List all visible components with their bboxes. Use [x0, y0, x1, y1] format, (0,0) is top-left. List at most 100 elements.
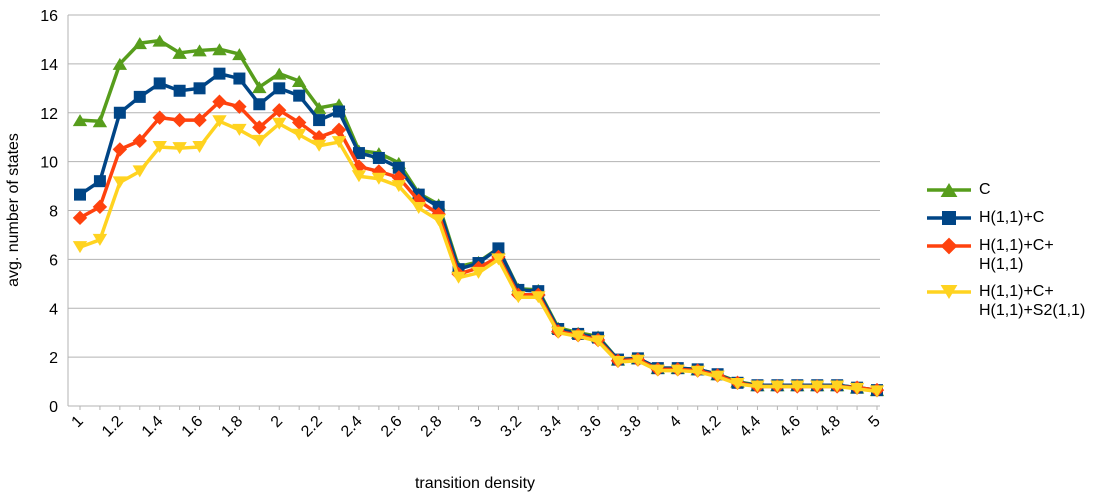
- legend-label: H(1,1)+C+ H(1,1)+S2(1,1): [979, 283, 1086, 319]
- x-tick-label: 2.8: [418, 413, 446, 441]
- y-tick-label: 0: [49, 399, 58, 416]
- legend-marker: [942, 211, 956, 225]
- marker: [112, 142, 128, 157]
- marker: [272, 117, 287, 130]
- marker: [112, 176, 128, 189]
- marker: [72, 241, 88, 254]
- marker: [331, 122, 347, 138]
- marker: [610, 356, 626, 369]
- marker: [392, 161, 405, 174]
- marker: [173, 84, 186, 97]
- marker: [291, 128, 307, 141]
- y-tick-label: 10: [40, 155, 58, 172]
- x-tick-label: 2: [268, 413, 286, 431]
- marker: [132, 165, 147, 178]
- x-tick-label: 1.4: [139, 413, 167, 441]
- marker: [72, 114, 88, 127]
- x-tick-label: 5: [866, 413, 884, 431]
- marker: [153, 77, 166, 90]
- marker: [710, 370, 725, 383]
- marker: [531, 291, 546, 304]
- x-tick-label: 1.2: [99, 413, 127, 441]
- marker: [212, 94, 227, 109]
- marker: [233, 72, 246, 85]
- marker: [213, 67, 226, 80]
- legend-item: H(1,1)+C+ H(1,1)+S2(1,1): [925, 282, 1085, 320]
- marker: [829, 380, 845, 393]
- marker: [92, 199, 108, 215]
- x-tick-label: 4.8: [816, 413, 844, 441]
- x-tick-label: 2.2: [298, 413, 326, 441]
- x-tick-label: 3.6: [577, 413, 605, 441]
- x-tick-label: 4: [666, 413, 684, 431]
- x-tick-label: 4.4: [737, 413, 765, 441]
- y-tick-label: 4: [49, 301, 58, 318]
- marker: [232, 123, 247, 136]
- marker: [491, 253, 506, 266]
- marker: [650, 364, 666, 377]
- marker: [253, 98, 266, 111]
- y-tick-label: 2: [49, 350, 58, 367]
- marker: [371, 172, 387, 185]
- x-tick-label: 1: [69, 413, 87, 431]
- marker: [849, 382, 865, 395]
- marker: [511, 291, 526, 304]
- marker: [172, 112, 187, 128]
- marker: [311, 139, 327, 152]
- x-axis-label: transition density: [415, 475, 535, 492]
- marker: [352, 147, 365, 160]
- y-axis-label: avg. number of states: [5, 133, 22, 287]
- marker: [291, 74, 307, 87]
- x-tick-label: 1.6: [179, 413, 207, 441]
- legend-swatch: [927, 237, 971, 255]
- marker: [293, 89, 306, 102]
- legend: C H(1,1)+C H(1,1)+C+ H(1,1) H(1,1)+C+ H(1,1…: [925, 180, 1085, 328]
- legend-marker: [940, 183, 958, 197]
- marker: [790, 380, 805, 393]
- marker: [333, 105, 346, 118]
- marker: [192, 112, 207, 128]
- marker: [810, 380, 825, 393]
- marker: [451, 271, 466, 284]
- marker: [232, 99, 247, 114]
- marker: [133, 90, 146, 103]
- legend-item: H(1,1)+C: [925, 208, 1085, 228]
- x-tick-label: 4.2: [697, 413, 725, 441]
- x-tick-label: 1.8: [218, 413, 246, 441]
- legend-label: H(1,1)+C: [979, 209, 1045, 226]
- marker: [272, 103, 287, 118]
- marker: [432, 200, 445, 213]
- marker: [172, 46, 187, 59]
- marker: [313, 114, 326, 127]
- marker: [630, 354, 646, 367]
- marker: [570, 330, 586, 343]
- marker: [152, 34, 167, 47]
- marker: [730, 378, 745, 391]
- legend-label: C: [979, 181, 991, 198]
- legend-label: H(1,1)+C+ H(1,1): [979, 237, 1054, 273]
- marker: [273, 82, 286, 95]
- marker: [132, 37, 147, 50]
- marker: [750, 380, 765, 393]
- y-tick-label: 14: [40, 57, 58, 74]
- x-tick-label: 4.6: [776, 413, 804, 441]
- marker: [72, 210, 88, 226]
- marker: [869, 385, 885, 398]
- marker: [212, 115, 227, 128]
- marker: [252, 81, 267, 94]
- marker: [391, 180, 406, 193]
- marker: [92, 233, 108, 246]
- marker: [670, 364, 685, 377]
- y-tick-label: 12: [40, 106, 58, 123]
- marker: [192, 140, 207, 153]
- x-tick-label: 2.6: [378, 413, 406, 441]
- marker: [272, 67, 287, 80]
- marker: [192, 44, 207, 57]
- x-tick-label: 3.2: [497, 413, 525, 441]
- marker: [551, 326, 566, 339]
- marker: [770, 380, 785, 393]
- marker: [372, 151, 385, 164]
- marker: [492, 242, 505, 255]
- marker: [93, 175, 106, 188]
